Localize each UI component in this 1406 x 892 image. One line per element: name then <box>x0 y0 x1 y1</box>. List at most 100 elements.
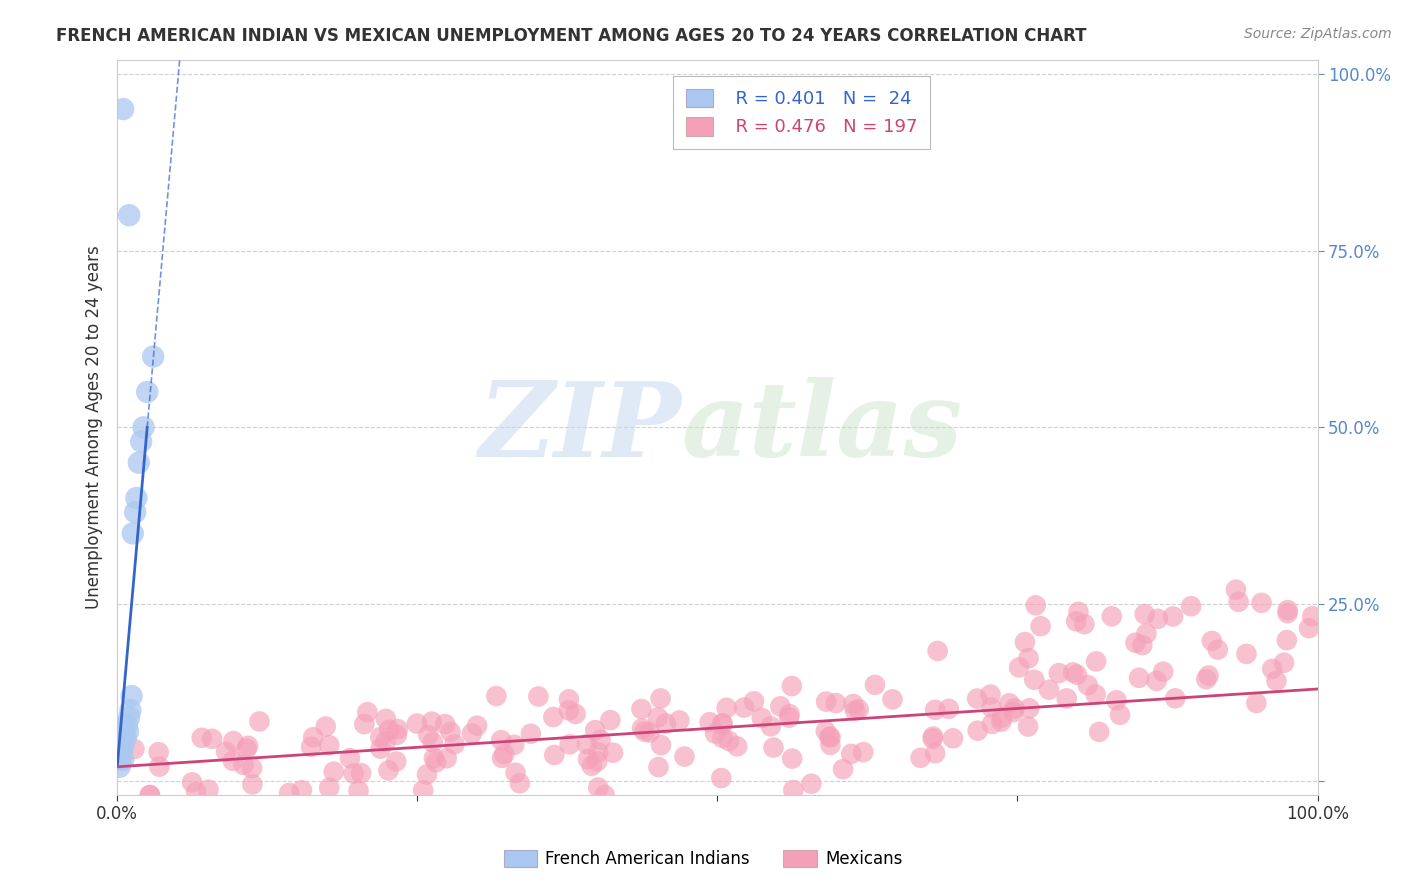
Point <box>1161 609 1184 624</box>
Point <box>842 697 865 711</box>
Point <box>1128 671 1150 685</box>
Text: FRENCH AMERICAN INDIAN VS MEXICAN UNEMPLOYMENT AMONG AGES 20 TO 24 YEARS CORRELA: FRENCH AMERICAN INDIAN VS MEXICAN UNEMPL… <box>56 27 1087 45</box>
Point <box>581 759 603 773</box>
Point <box>505 765 527 780</box>
Point <box>725 739 748 754</box>
Point <box>197 782 219 797</box>
Point <box>249 714 271 729</box>
Point <box>353 717 375 731</box>
Point <box>1062 665 1084 680</box>
Point <box>139 788 162 802</box>
Point <box>759 719 782 733</box>
Point <box>181 775 204 789</box>
Point <box>1272 656 1295 670</box>
Point <box>647 760 669 774</box>
Point <box>222 734 245 748</box>
Point <box>1024 673 1046 687</box>
Text: Source: ZipAtlas.com: Source: ZipAtlas.com <box>1244 27 1392 41</box>
Point <box>118 208 141 222</box>
Point <box>1246 696 1268 710</box>
Point <box>1002 701 1025 715</box>
Point <box>201 731 224 746</box>
Point <box>111 731 134 746</box>
Point <box>782 783 804 797</box>
Point <box>599 713 621 727</box>
Point <box>509 776 531 790</box>
Point <box>751 711 773 725</box>
Point <box>1180 599 1202 614</box>
Point <box>966 691 988 706</box>
Point <box>436 751 458 765</box>
Point <box>922 730 945 744</box>
Point <box>374 712 396 726</box>
Point <box>1198 668 1220 682</box>
Point <box>132 420 155 434</box>
Point <box>779 707 801 722</box>
Legend:   R = 0.401   N =  24,   R = 0.476   N = 197: R = 0.401 N = 24, R = 0.476 N = 197 <box>673 76 929 149</box>
Point <box>1195 672 1218 686</box>
Point <box>711 731 734 745</box>
Point <box>1047 666 1070 681</box>
Point <box>1088 724 1111 739</box>
Point <box>110 739 132 753</box>
Point <box>136 384 159 399</box>
Point <box>852 745 875 759</box>
Point <box>1125 636 1147 650</box>
Point <box>118 710 141 724</box>
Point <box>966 723 988 738</box>
Point <box>422 735 444 749</box>
Point <box>704 726 727 740</box>
Point <box>342 766 364 780</box>
Point <box>1017 720 1039 734</box>
Point <box>673 749 696 764</box>
Point <box>339 751 361 765</box>
Point <box>910 751 932 765</box>
Point <box>1261 662 1284 676</box>
Point <box>630 702 652 716</box>
Point <box>543 747 565 762</box>
Point <box>1227 595 1250 609</box>
Point <box>742 694 765 708</box>
Point <box>1018 701 1040 715</box>
Text: atlas: atlas <box>682 376 963 478</box>
Point <box>240 761 263 775</box>
Point <box>814 724 837 739</box>
Point <box>112 739 135 753</box>
Point <box>1146 673 1168 688</box>
Point <box>711 716 734 731</box>
Point <box>979 688 1001 702</box>
Point <box>110 753 132 767</box>
Point <box>1085 655 1108 669</box>
Point <box>998 696 1021 710</box>
Point <box>1002 705 1025 719</box>
Point <box>465 719 488 733</box>
Point <box>434 717 457 731</box>
Point <box>583 723 606 738</box>
Point <box>148 745 170 759</box>
Point <box>1277 606 1299 620</box>
Point <box>494 747 516 761</box>
Point <box>385 728 408 742</box>
Point <box>378 723 401 737</box>
Point <box>420 714 443 729</box>
Point <box>1201 633 1223 648</box>
Point <box>1029 619 1052 633</box>
Point <box>121 526 143 541</box>
Legend: French American Indians, Mexicans: French American Indians, Mexicans <box>496 843 910 875</box>
Point <box>1250 596 1272 610</box>
Point <box>423 751 446 765</box>
Point <box>385 755 408 769</box>
Point <box>186 785 208 799</box>
Point <box>820 730 842 744</box>
Point <box>1056 691 1078 706</box>
Point <box>368 730 391 744</box>
Point <box>489 733 512 747</box>
Point <box>1008 660 1031 674</box>
Point <box>778 711 800 725</box>
Point <box>558 692 581 706</box>
Point <box>121 689 143 703</box>
Point <box>439 724 461 739</box>
Point <box>418 728 440 742</box>
Point <box>318 780 340 795</box>
Point <box>350 766 373 780</box>
